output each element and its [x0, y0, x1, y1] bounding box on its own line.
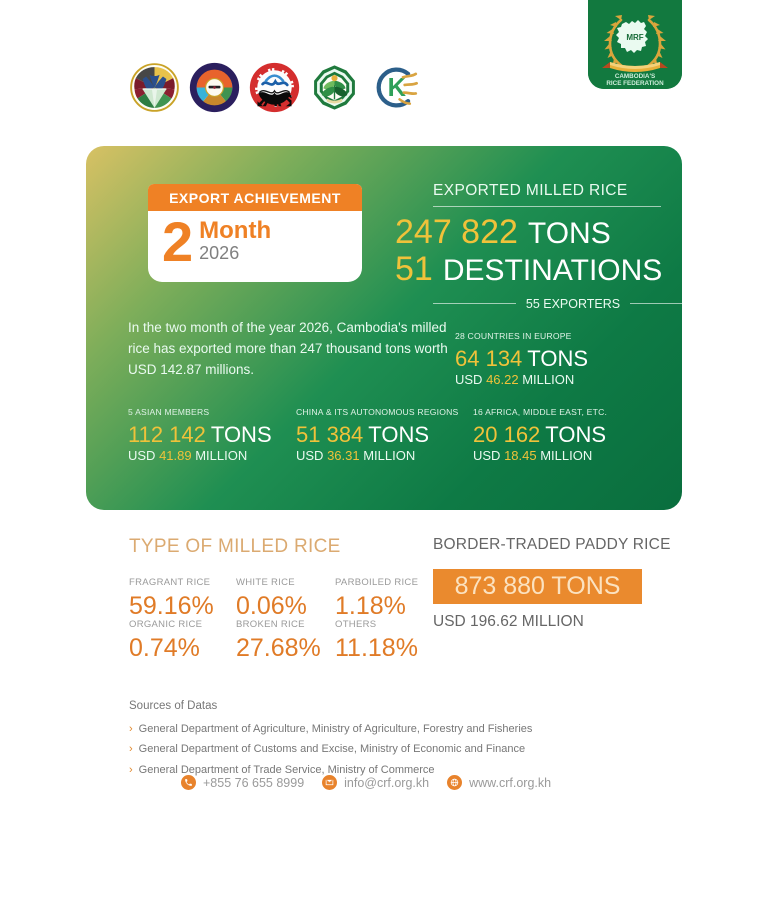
svg-text:CAMBODIA'S: CAMBODIA'S: [615, 73, 655, 80]
svg-text:RICE FEDERATION: RICE FEDERATION: [606, 80, 664, 87]
svg-text:MRF: MRF: [626, 33, 643, 42]
